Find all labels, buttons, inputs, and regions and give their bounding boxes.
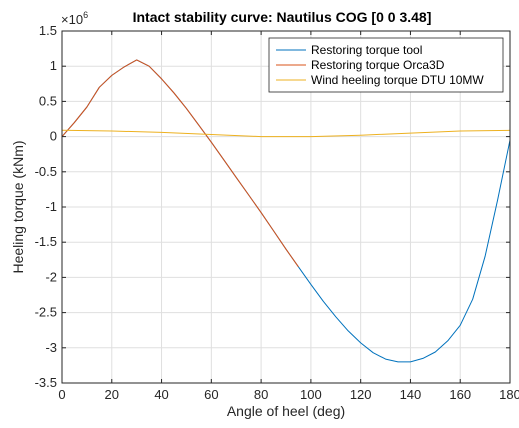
y-tick-label: -1 (45, 199, 57, 214)
x-tick-label: 120 (350, 387, 372, 402)
x-tick-label: 160 (449, 387, 471, 402)
legend-label: Wind heeling torque DTU 10MW (311, 73, 484, 87)
y-tick-label: -3 (45, 340, 57, 355)
y-tick-label: 1 (50, 58, 57, 73)
y-exponent-label: ×106 (61, 10, 88, 27)
legend-label: Restoring torque Orca3D (311, 58, 445, 72)
legend-box (268, 37, 504, 93)
y-axis-label: Heeling torque (kNm) (10, 140, 26, 273)
x-tick-label: 40 (154, 387, 168, 402)
y-tick-label: 1.5 (39, 23, 57, 38)
y-tick-label: -2.5 (35, 305, 57, 320)
series-line-2 (61, 59, 299, 268)
y-exponent-power: 6 (83, 10, 88, 20)
legend-label: Restoring torque tool (311, 43, 422, 57)
y-exponent-base: ×10 (61, 12, 83, 27)
y-tick-label: 0 (50, 129, 57, 144)
y-tick-label: -2 (45, 269, 57, 284)
y-tick-label: 0.5 (39, 93, 57, 108)
series-layer (61, 59, 511, 363)
x-tick-label: 80 (254, 387, 268, 402)
chart-title: Intact stability curve: Nautilus COG [0 … (133, 9, 432, 25)
y-tick-label: -0.5 (35, 164, 57, 179)
y-tick-label: -3.5 (35, 375, 57, 390)
x-tick-label: 20 (105, 387, 119, 402)
x-tick-label: 0 (58, 387, 65, 402)
series-line-3 (61, 129, 511, 138)
y-tick-label: -1.5 (35, 234, 57, 249)
x-tick-label: 140 (400, 387, 422, 402)
x-tick-label: 180 (499, 387, 519, 402)
x-tick-label: 60 (204, 387, 218, 402)
ticks: 0 20 40 60 80 100 120 140 160 180 1.5 1 0.5 0 -0.5 -1 -1… (35, 23, 519, 402)
x-tick-label: 100 (300, 387, 322, 402)
x-axis-label: Angle of heel (deg) (227, 403, 345, 419)
